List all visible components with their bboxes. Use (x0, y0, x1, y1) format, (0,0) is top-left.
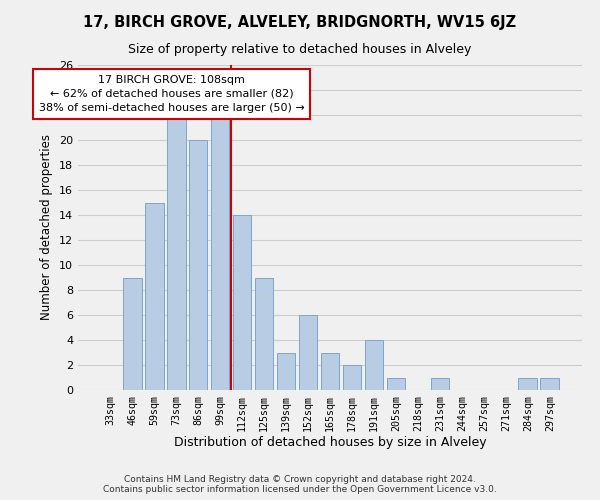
Bar (277, 352, 295, 390)
Bar (211, 115, 229, 390)
Text: Contains public sector information licensed under the Open Government Licence v3: Contains public sector information licen… (103, 486, 497, 494)
Text: 17, BIRCH GROVE, ALVELEY, BRIDGNORTH, WV15 6JZ: 17, BIRCH GROVE, ALVELEY, BRIDGNORTH, WV… (83, 15, 517, 30)
Bar (431, 378, 449, 390)
Bar (167, 115, 185, 390)
Bar (320, 352, 340, 390)
Bar (386, 378, 405, 390)
X-axis label: Distribution of detached houses by size in Alveley: Distribution of detached houses by size … (173, 436, 487, 450)
Bar (299, 315, 317, 390)
Bar (123, 278, 142, 390)
Text: Contains HM Land Registry data © Crown copyright and database right 2024.: Contains HM Land Registry data © Crown c… (124, 476, 476, 484)
Bar (541, 378, 559, 390)
Bar (145, 202, 164, 390)
Bar (189, 140, 208, 390)
Text: 17 BIRCH GROVE: 108sqm
← 62% of detached houses are smaller (82)
38% of semi-det: 17 BIRCH GROVE: 108sqm ← 62% of detached… (39, 75, 305, 113)
Text: Size of property relative to detached houses in Alveley: Size of property relative to detached ho… (128, 42, 472, 56)
Bar (343, 365, 361, 390)
Bar (233, 215, 251, 390)
Bar (255, 278, 274, 390)
Bar (365, 340, 383, 390)
Bar (518, 378, 537, 390)
Y-axis label: Number of detached properties: Number of detached properties (40, 134, 53, 320)
